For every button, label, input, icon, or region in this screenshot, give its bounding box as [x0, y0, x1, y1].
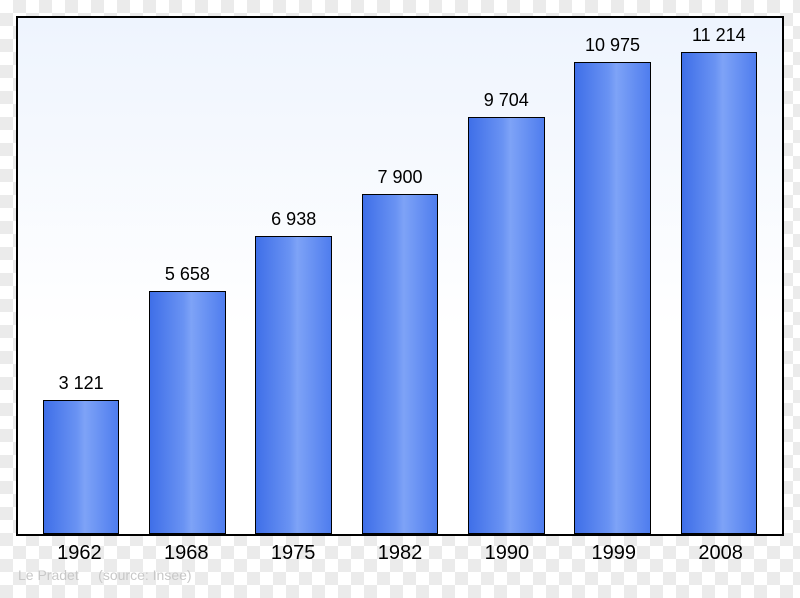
- x-category-label: 1990: [453, 542, 560, 565]
- bar: [362, 194, 439, 534]
- caption-place: Le Pradet: [18, 567, 79, 583]
- bar-value-label: 6 938: [271, 209, 316, 230]
- bar-slot: 6 938: [241, 18, 347, 534]
- caption-source: Insee: [153, 567, 187, 583]
- bar-slot: 10 975: [559, 18, 665, 534]
- bar-value-label: 7 900: [377, 167, 422, 188]
- plot-area: 3 121 5 658 6 938 7 900 9 704 10 975 11 214: [16, 16, 784, 536]
- bar: [681, 52, 758, 534]
- bar: [574, 62, 651, 534]
- bar-value-label: 11 214: [692, 25, 746, 46]
- bar: [255, 236, 332, 534]
- bar: [468, 117, 545, 534]
- chart-caption: Le Pradet (source: Insee): [16, 565, 784, 583]
- bar-slot: 9 704: [453, 18, 559, 534]
- bar-slot: 11 214: [666, 18, 772, 534]
- x-category-label: 1999: [560, 542, 667, 565]
- caption-source-suffix: ): [187, 567, 192, 583]
- x-category-label: 1975: [240, 542, 347, 565]
- bar-slot: 5 658: [134, 18, 240, 534]
- x-category-label: 1962: [26, 542, 133, 565]
- bar: [43, 400, 120, 534]
- bar-slot: 3 121: [28, 18, 134, 534]
- bar-value-label: 10 975: [585, 35, 640, 56]
- bar-value-label: 5 658: [165, 264, 210, 285]
- x-category-label: 1968: [133, 542, 240, 565]
- bar-value-label: 3 121: [59, 373, 104, 394]
- x-axis: 1962196819751982199019992008: [16, 536, 784, 565]
- bar: [149, 291, 226, 534]
- x-category-label: 2008: [667, 542, 774, 565]
- bar-slot: 7 900: [347, 18, 453, 534]
- population-bar-chart: 3 121 5 658 6 938 7 900 9 704 10 975 11 214 19…: [16, 16, 784, 583]
- bar-value-label: 9 704: [484, 90, 529, 111]
- caption-source-prefix: (source:: [98, 567, 152, 583]
- x-category-label: 1982: [347, 542, 454, 565]
